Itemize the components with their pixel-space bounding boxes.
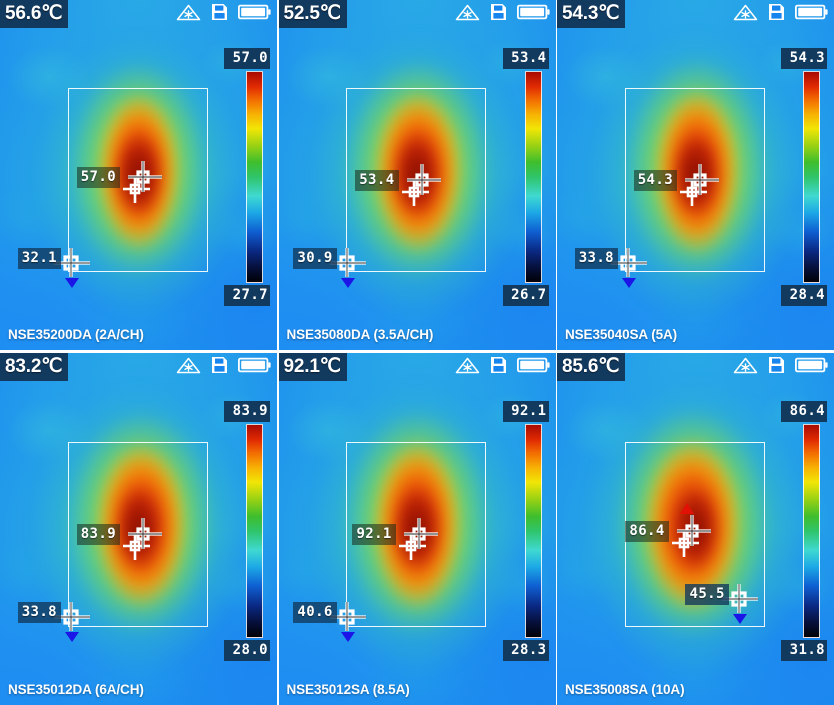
- thermal-panel-5[interactable]: 92.1℃: [278, 353, 556, 705]
- header-temperature: 83.2℃: [0, 353, 69, 381]
- header-temperature: 52.5℃: [278, 0, 347, 28]
- hot-spot-value: 86.4: [625, 520, 669, 542]
- snowflake-shutter-icon[interactable]: [176, 357, 201, 379]
- color-scale-bar: 57.0 27.7: [224, 48, 270, 306]
- status-icon-group: [455, 356, 550, 379]
- scale-min-value: 27.7: [224, 285, 270, 306]
- measurement-area-box[interactable]: [346, 88, 487, 272]
- scale-min-value: 28.4: [781, 285, 827, 306]
- hot-spot-crosshair-icon: [666, 513, 720, 568]
- scale-min-value: 26.7: [502, 285, 549, 306]
- color-scale-bar: 53.4 26.7: [502, 48, 549, 306]
- scale-min-value: 28.3: [502, 640, 549, 661]
- module-model-label: NSE35200DA (2A/CH): [8, 326, 144, 342]
- color-gradient-strip: [246, 71, 263, 283]
- status-icon-group: [455, 3, 550, 26]
- battery-full-icon[interactable]: [237, 4, 271, 25]
- cold-spot-arrow-icon: [340, 632, 355, 642]
- cold-spot-value: 33.8: [574, 247, 619, 269]
- hot-spot-value: 53.4: [355, 170, 399, 191]
- battery-full-icon[interactable]: [516, 4, 550, 25]
- hot-spot-value: 83.9: [76, 524, 121, 546]
- cold-spot-arrow-icon: [65, 632, 80, 642]
- battery-full-icon[interactable]: [794, 357, 828, 378]
- battery-full-icon[interactable]: [516, 357, 550, 378]
- color-scale-bar: 83.9 28.0: [224, 401, 270, 661]
- cold-spot-value: 32.1: [17, 247, 62, 269]
- sd-card-icon[interactable]: [490, 3, 507, 26]
- hot-spot-value: 92.1: [352, 524, 396, 546]
- status-icon-group: [176, 356, 271, 379]
- snowflake-shutter-icon[interactable]: [176, 4, 201, 26]
- hot-spot-value: 57.0: [76, 166, 121, 188]
- hot-spot-crosshair-icon: [117, 159, 171, 214]
- measurement-area-box[interactable]: [346, 441, 487, 627]
- header-temperature: 54.3℃: [557, 0, 626, 28]
- sd-card-icon[interactable]: [490, 356, 507, 379]
- hot-spot-arrow-icon: [679, 502, 694, 514]
- sd-card-icon[interactable]: [768, 3, 785, 26]
- battery-full-icon[interactable]: [794, 4, 828, 25]
- measurement-area-box[interactable]: [624, 441, 765, 627]
- header-temperature: 85.6℃: [557, 353, 626, 381]
- color-gradient-strip: [803, 424, 820, 638]
- thermal-panel-3[interactable]: 54.3℃: [557, 0, 834, 350]
- cold-spot-value: 45.5: [685, 584, 729, 606]
- cold-spot-arrow-icon: [622, 277, 637, 288]
- module-model-label: NSE35040SA (5A): [565, 326, 678, 342]
- color-gradient-strip: [524, 71, 542, 283]
- snowflake-shutter-icon[interactable]: [733, 357, 758, 379]
- measurement-area-box[interactable]: [67, 441, 208, 627]
- cold-spot-arrow-icon: [340, 277, 355, 288]
- snowflake-shutter-icon[interactable]: [455, 357, 480, 379]
- scale-max-value: 53.4: [502, 48, 549, 69]
- hot-spot-crosshair-icon: [393, 516, 447, 571]
- module-model-label: NSE35012DA (6A/CH): [8, 681, 144, 697]
- measurement-area-box[interactable]: [624, 88, 765, 272]
- snowflake-shutter-icon[interactable]: [733, 4, 758, 26]
- header-temperature: 92.1℃: [278, 353, 347, 381]
- scale-max-value: 92.1: [502, 401, 549, 422]
- color-gradient-strip: [524, 424, 542, 638]
- hot-spot-value: 54.3: [633, 170, 678, 191]
- scale-max-value: 54.3: [781, 48, 827, 69]
- scale-min-value: 31.8: [781, 640, 827, 661]
- thermal-panel-2[interactable]: 52.5℃: [278, 0, 556, 350]
- snowflake-shutter-icon[interactable]: [455, 4, 480, 26]
- hot-spot-crosshair-icon: [396, 162, 450, 217]
- status-icon-group: [733, 356, 828, 379]
- color-scale-bar: 86.4 31.8: [781, 401, 827, 661]
- scale-max-value: 57.0: [224, 48, 270, 69]
- hot-spot-crosshair-icon: [674, 162, 728, 217]
- scale-max-value: 83.9: [224, 401, 270, 422]
- thermal-panel-6[interactable]: 85.6℃: [557, 353, 834, 705]
- thermal-panel-1[interactable]: 56.6℃: [0, 0, 277, 350]
- cold-spot-arrow-icon: [65, 277, 80, 288]
- cold-spot-arrow-icon: [732, 614, 747, 625]
- module-model-label: NSE35080DA (3.5A/CH): [286, 326, 434, 342]
- scale-max-value: 86.4: [781, 401, 827, 422]
- color-gradient-strip: [803, 71, 820, 283]
- color-scale-bar: 92.1 28.3: [502, 401, 549, 661]
- thermal-panel-4[interactable]: 83.2℃: [0, 353, 277, 705]
- cold-spot-crosshair-icon: [606, 246, 652, 285]
- scale-min-value: 28.0: [224, 640, 270, 661]
- color-scale-bar: 54.3 28.4: [781, 48, 827, 306]
- sd-card-icon[interactable]: [211, 356, 228, 379]
- color-gradient-strip: [246, 424, 263, 638]
- sd-card-icon[interactable]: [211, 3, 228, 26]
- cold-spot-value: 30.9: [293, 247, 337, 269]
- module-model-label: NSE35008SA (10A): [565, 681, 685, 697]
- cold-spot-value: 33.8: [17, 602, 62, 623]
- cold-spot-value: 40.6: [293, 602, 337, 623]
- hot-spot-crosshair-icon: [117, 516, 171, 571]
- battery-full-icon[interactable]: [237, 357, 271, 378]
- sd-card-icon[interactable]: [768, 356, 785, 379]
- status-icon-group: [733, 3, 828, 26]
- header-temperature: 56.6℃: [0, 0, 69, 28]
- measurement-area-box[interactable]: [67, 88, 208, 272]
- module-model-label: NSE35012SA (8.5A): [286, 681, 410, 697]
- status-icon-group: [176, 3, 271, 26]
